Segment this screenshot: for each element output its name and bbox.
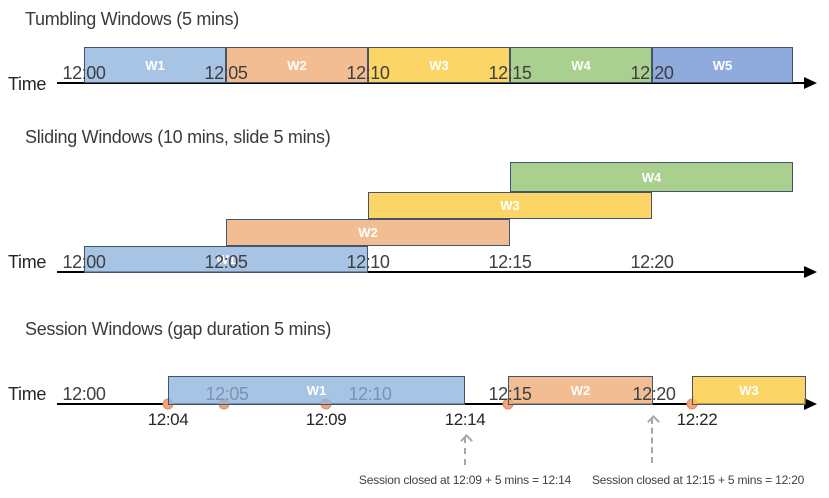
tick-label: 12:20	[632, 384, 676, 404]
tumbling-window-w4: W4	[510, 47, 652, 83]
tick-label: 12:20	[630, 63, 674, 83]
timeline	[57, 271, 804, 273]
window-label: W1	[145, 57, 165, 73]
sliding-window-w2: W2	[226, 219, 510, 246]
arrowhead-up-icon	[460, 434, 473, 447]
window-label: W3	[500, 198, 520, 213]
time-axis-label: Time	[8, 384, 47, 404]
timeline-arrowhead-icon	[804, 266, 817, 278]
event-time-label: 12:09	[305, 410, 347, 429]
event-time-label: 12:14	[444, 410, 486, 429]
session-close-arrow-icon	[647, 415, 660, 463]
tumbling-window-w3: W3	[368, 47, 510, 83]
session-window-w2: W2	[508, 376, 653, 405]
tick-label: 12:00	[62, 384, 106, 404]
tick-label: 12:15	[488, 63, 532, 83]
tick-label: 12:15	[488, 384, 532, 404]
arrowhead-up-icon	[647, 415, 660, 428]
tick-label: 12:05	[204, 63, 248, 83]
tick-label: 12:10	[346, 63, 390, 83]
section-title-sliding: Sliding Windows (10 mins, slide 5 mins)	[25, 127, 331, 147]
window-label: W2	[358, 225, 378, 240]
window-label: W3	[429, 57, 449, 73]
sliding-window-w1: W1	[84, 246, 368, 273]
window-label: W2	[287, 57, 307, 73]
time-axis-label: Time	[8, 252, 47, 272]
tumbling-window-w5: W5	[652, 47, 793, 83]
section-title-tumbling: Tumbling Windows (5 mins)	[25, 9, 239, 29]
tick-label: 12:20	[630, 252, 674, 272]
sliding-window-w3: W3	[368, 192, 652, 219]
tick-label: 12:10	[346, 252, 390, 272]
timeline	[57, 82, 804, 84]
tumbling-window-w1: W1	[84, 47, 226, 83]
tick-label: 12:00	[62, 63, 106, 83]
session-close-arrow-icon	[460, 434, 473, 465]
timeline-arrowhead-icon	[804, 77, 817, 89]
session-close-annotation: Session closed at 12:15 + 5 mins = 12:20	[592, 473, 805, 487]
window-label: W4	[641, 169, 662, 185]
event-time-label: 12:04	[147, 410, 189, 429]
session-window-w3: W3	[692, 376, 806, 405]
time-axis-label: Time	[8, 74, 47, 94]
tick-label: 12:15	[488, 252, 532, 272]
tick-label: 12:00	[62, 252, 106, 272]
section-title-session: Session Windows (gap duration 5 mins)	[25, 319, 332, 339]
event-time-label: 12:22	[676, 410, 718, 429]
tumbling-window-w2: W2	[226, 47, 368, 83]
timeline-arrowhead-icon	[804, 398, 817, 410]
window-label: W5	[712, 57, 733, 73]
window-label: W3	[739, 383, 759, 398]
window-label: W1	[216, 252, 236, 267]
sliding-window-w4: W4	[510, 162, 793, 192]
tick-label: 12:05	[204, 252, 248, 272]
window-label: W1	[306, 383, 327, 398]
session-window-w1: W1	[168, 376, 465, 405]
window-label: W2	[570, 383, 591, 398]
session-close-annotation: Session closed at 12:09 + 5 mins = 12:14	[358, 473, 572, 487]
window-label: W4	[571, 57, 591, 73]
